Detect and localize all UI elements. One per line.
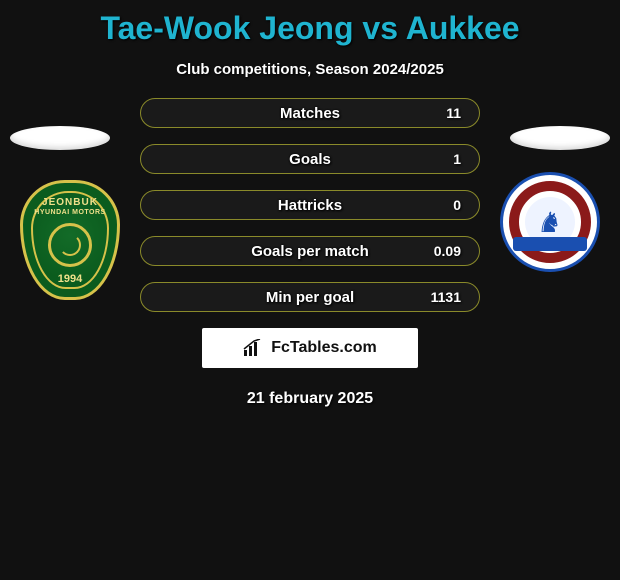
jeonbuk-text2: HYUNDAI MOTORS	[23, 209, 117, 216]
stat-right-value: 1	[431, 151, 461, 167]
stat-right-value: 1131	[431, 289, 461, 305]
date-label: 21 february 2025	[0, 390, 620, 408]
stat-right-value: 0	[431, 197, 461, 213]
stat-label: Min per goal	[141, 289, 479, 306]
jeonbuk-shield: JEONBUK HYUNDAI MOTORS 1994	[20, 180, 120, 300]
stat-label: Matches	[141, 105, 479, 122]
stat-right-value: 11	[431, 105, 461, 121]
jeonbuk-text1: JEONBUK	[23, 197, 117, 208]
stat-row: Goals 1	[140, 144, 480, 174]
flag-right	[510, 126, 610, 150]
jeonbuk-swirl-icon	[48, 223, 92, 267]
club-badge-right: ♞	[500, 172, 600, 272]
stat-row: Min per goal 1131	[140, 282, 480, 312]
subtitle: Club competitions, Season 2024/2025	[0, 61, 620, 78]
stat-row: Goals per match 0.09	[140, 236, 480, 266]
stat-right-value: 0.09	[431, 243, 461, 259]
stat-row: Hattricks 0	[140, 190, 480, 220]
round-badge: ♞	[500, 172, 600, 272]
page-title: Tae-Wook Jeong vs Aukkee	[0, 0, 620, 47]
fctables-brand[interactable]: FcTables.com	[202, 328, 418, 368]
fctables-text: FcTables.com	[271, 339, 377, 357]
club-badge-left: JEONBUK HYUNDAI MOTORS 1994	[20, 180, 120, 300]
bar-chart-icon	[243, 339, 265, 357]
stat-label: Goals	[141, 151, 479, 168]
stat-label: Hattricks	[141, 197, 479, 214]
jeonbuk-year: 1994	[23, 273, 117, 285]
horse-icon: ♞	[537, 206, 562, 239]
stat-label: Goals per match	[141, 243, 479, 260]
flag-left	[10, 126, 110, 150]
jeonbuk-badge: JEONBUK HYUNDAI MOTORS 1994	[20, 180, 120, 300]
stat-row: Matches 11	[140, 98, 480, 128]
